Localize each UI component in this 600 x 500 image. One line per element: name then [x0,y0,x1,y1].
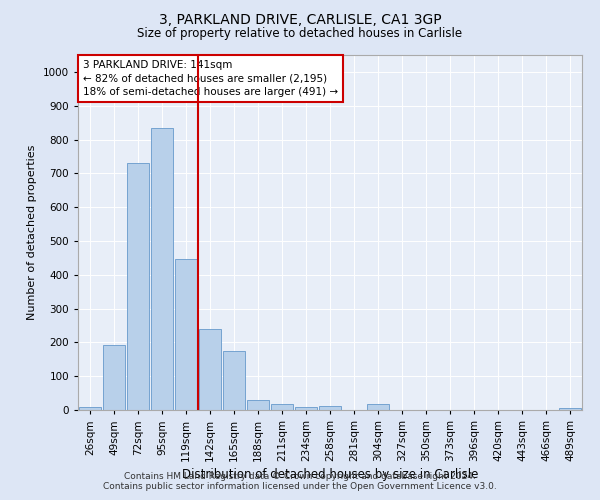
Bar [103,344,125,410]
Bar [367,404,389,410]
Bar [223,351,245,410]
Bar [319,406,341,410]
Bar [79,406,101,410]
Bar [559,408,581,410]
Y-axis label: Number of detached properties: Number of detached properties [27,145,37,320]
Bar [151,128,173,410]
X-axis label: Distribution of detached houses by size in Carlisle: Distribution of detached houses by size … [182,468,478,481]
Text: 3 PARKLAND DRIVE: 141sqm
← 82% of detached houses are smaller (2,195)
18% of sem: 3 PARKLAND DRIVE: 141sqm ← 82% of detach… [83,60,338,96]
Bar [271,404,293,410]
Bar [175,258,197,410]
Text: Contains public sector information licensed under the Open Government Licence v3: Contains public sector information licen… [103,482,497,491]
Text: 3, PARKLAND DRIVE, CARLISLE, CA1 3GP: 3, PARKLAND DRIVE, CARLISLE, CA1 3GP [158,12,442,26]
Text: Size of property relative to detached houses in Carlisle: Size of property relative to detached ho… [137,28,463,40]
Bar [199,329,221,410]
Bar [295,406,317,410]
Bar [127,163,149,410]
Bar [247,400,269,410]
Text: Contains HM Land Registry data © Crown copyright and database right 2024.: Contains HM Land Registry data © Crown c… [124,472,476,481]
